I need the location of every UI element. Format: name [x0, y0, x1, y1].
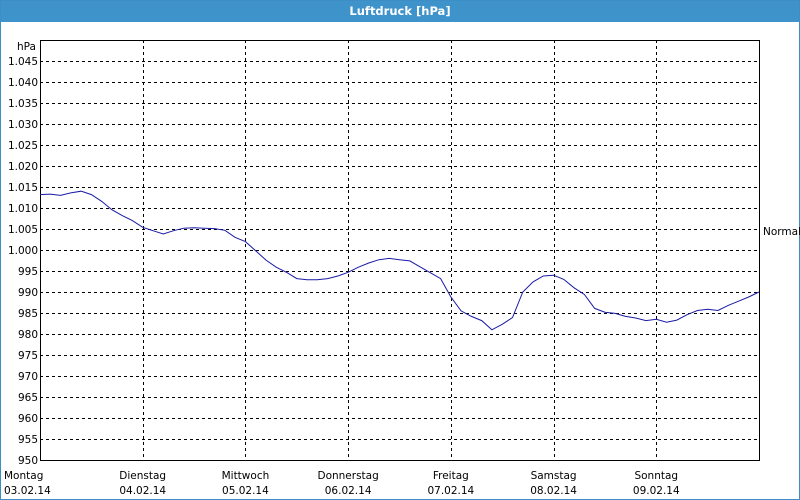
y-tick-label: 965	[18, 392, 38, 404]
x-tick-day-label: Samstag	[531, 470, 577, 482]
window-title: Luftdruck [hPa]	[1, 1, 799, 22]
y-tick-label: 950	[18, 455, 38, 467]
x-tick-day-label: Freitag	[433, 470, 469, 482]
y-tick-label: 1.035	[8, 98, 38, 110]
series-line	[39, 190, 760, 331]
y-tick-label: 985	[18, 308, 38, 320]
y-tick-label: 955	[18, 434, 38, 446]
y-tick-label: 980	[18, 329, 38, 341]
y-tick-label: 995	[18, 266, 38, 278]
y-tick-label: 1.040	[8, 77, 38, 89]
y-tick-label: 990	[18, 287, 38, 299]
y-tick-label: 1.045	[8, 56, 38, 68]
y-axis-unit-label: hPa	[17, 41, 36, 53]
y-tick-label: 970	[18, 371, 38, 383]
x-tick-date-label: 03.02.14	[4, 485, 51, 497]
x-tick-day-label: Sonntag	[634, 470, 678, 482]
x-tick-date-label: 09.02.14	[633, 485, 680, 497]
y-axis-ticks: 950 955 960 965 970 975 980 985 990 995 1.000 1.005…	[8, 56, 38, 467]
grid-lines	[40, 40, 759, 460]
x-tick-date-label: 05.02.14	[222, 485, 269, 497]
x-tick-date-label: 07.02.14	[427, 485, 474, 497]
y-tick-label: 1.030	[8, 119, 38, 131]
y-tick-label: 975	[18, 350, 38, 362]
x-tick-date-label: 06.02.14	[325, 485, 372, 497]
normal-reference-label: Normal	[763, 226, 800, 238]
x-tick-day-label: Mittwoch	[222, 470, 270, 482]
x-tick-day-label: Montag	[4, 470, 43, 482]
y-tick-label: 1.020	[8, 161, 38, 173]
y-tick-label: 1.000	[8, 245, 38, 257]
y-tick-label: 960	[18, 413, 38, 425]
x-tick-day-label: Dienstag	[119, 470, 166, 482]
x-tick-date-label: 04.02.14	[119, 485, 166, 497]
x-tick-date-label: 08.02.14	[530, 485, 577, 497]
plot-frame	[40, 40, 760, 461]
y-tick-label: 1.025	[8, 140, 38, 152]
y-tick-label: 1.010	[8, 203, 38, 215]
y-tick-label: 1.005	[8, 224, 38, 236]
x-axis-ticks: Montag 03.02.14 Dienstag 04.02.14 Mittwoch 05…	[4, 470, 680, 497]
y-tick-label: 1.015	[8, 182, 38, 194]
x-tick-day-label: Donnerstag	[317, 470, 378, 482]
